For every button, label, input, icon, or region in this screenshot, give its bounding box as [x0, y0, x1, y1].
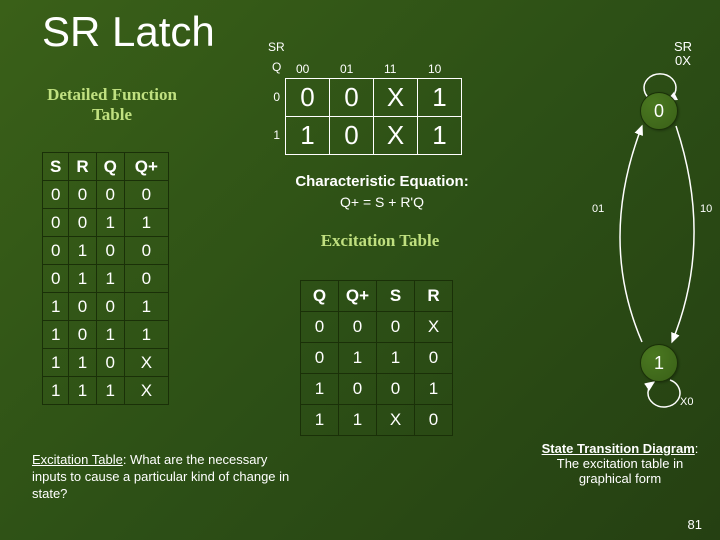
table-row: 111X	[43, 377, 169, 405]
kmap-col-header: 10	[428, 62, 441, 76]
footnote-label: Excitation Table	[32, 452, 123, 467]
std-caption: State Transition Diagram: The excitation…	[540, 442, 700, 487]
excitation-table: Q Q+ S R 000X 0110 1001 11X0	[300, 280, 453, 436]
kmap-col-header: 11	[384, 62, 396, 76]
char-eq-title: Characteristic Equation:	[282, 173, 482, 190]
kmap-sr-label: SR	[268, 40, 285, 54]
table-row: 0110	[43, 265, 169, 293]
table-row: 110X	[43, 349, 169, 377]
table-row: S R Q Q+	[43, 153, 169, 181]
state-diagram-svg	[540, 70, 710, 440]
self-loop-label-top: SR 0X	[674, 40, 692, 69]
kmap-row-header: 0	[264, 90, 280, 104]
page-number: 81	[688, 517, 702, 532]
kmap-q-label: Q	[272, 60, 281, 74]
edge-label-x0: X0	[680, 396, 693, 408]
function-table: S R Q Q+ 0000 0011 0100 0110 1001 1011 1…	[42, 152, 169, 405]
kmap-table: 00X1 10X1	[285, 78, 462, 155]
table-row: 0000	[43, 181, 169, 209]
footnote: Excitation Table: What are the necessary…	[32, 452, 292, 503]
table-row: 0011	[43, 209, 169, 237]
state-node-0: 0	[640, 92, 678, 130]
kmap-row-header: 1	[264, 128, 280, 142]
table-row: 1011	[43, 321, 169, 349]
slide-title: SR Latch	[42, 8, 215, 56]
char-eq: Q+ = S + R'Q	[282, 194, 482, 210]
kmap-col-header: 01	[340, 62, 353, 76]
excite-title: Excitation Table	[310, 232, 450, 251]
table-row: 0100	[43, 237, 169, 265]
kmap-col-header: 00	[296, 62, 309, 76]
table-row: 1001	[43, 293, 169, 321]
state-node-1: 1	[640, 344, 678, 382]
func-table-title: Detailed Function Table	[42, 85, 182, 124]
edge-label-01: 01	[592, 203, 604, 215]
edge-label-10: 10	[700, 203, 712, 215]
